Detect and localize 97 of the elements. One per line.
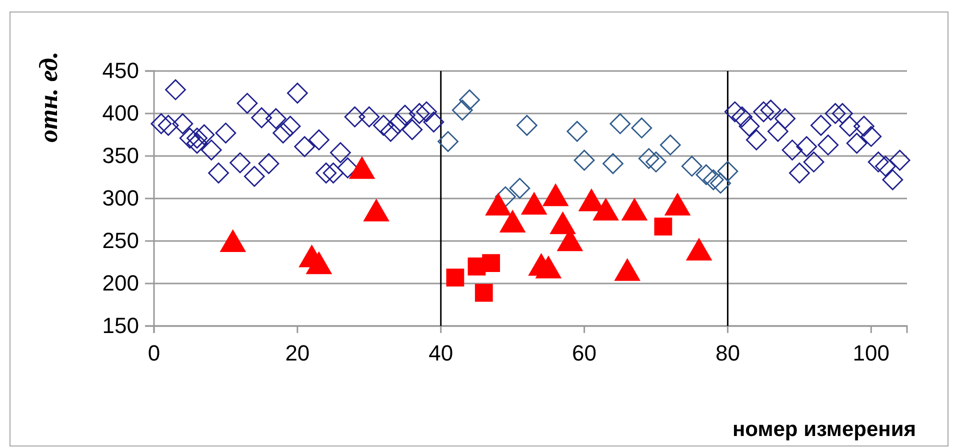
point	[868, 152, 889, 172]
point	[839, 116, 860, 137]
y-tick-label: 300	[102, 186, 139, 211]
point	[186, 128, 208, 149]
point	[344, 106, 366, 128]
point	[179, 128, 200, 149]
point	[452, 100, 473, 121]
point	[732, 106, 753, 128]
point	[194, 124, 215, 146]
point	[200, 140, 222, 160]
x-tick-label: 80	[715, 340, 740, 366]
point	[280, 116, 301, 137]
point	[767, 120, 788, 142]
point	[846, 132, 868, 154]
point	[889, 150, 910, 171]
x-axis-title: номер измерения	[732, 418, 916, 441]
point	[373, 114, 394, 136]
point	[724, 101, 746, 122]
point	[165, 79, 186, 100]
point	[186, 132, 208, 154]
point	[251, 107, 272, 128]
point	[818, 134, 839, 156]
point	[286, 82, 308, 104]
point	[459, 89, 480, 110]
point	[574, 150, 595, 171]
y-tick-label: 150	[102, 313, 139, 338]
point	[660, 134, 681, 156]
point	[509, 178, 530, 199]
point	[860, 126, 882, 147]
point	[738, 116, 760, 137]
point	[380, 120, 402, 142]
point	[646, 152, 666, 172]
point	[337, 157, 358, 178]
point	[308, 129, 330, 150]
point	[824, 103, 846, 124]
point	[408, 103, 430, 124]
point	[774, 108, 796, 130]
point	[294, 136, 316, 158]
point	[236, 92, 258, 114]
point	[717, 160, 738, 182]
point	[358, 106, 380, 128]
x-tick-label: 100	[852, 340, 890, 366]
point	[208, 162, 229, 184]
point	[782, 140, 803, 160]
point	[150, 113, 172, 134]
point	[854, 116, 874, 137]
point	[638, 148, 660, 169]
point	[882, 169, 904, 190]
point	[753, 101, 774, 122]
x-tick-label: 60	[572, 340, 597, 366]
point	[446, 268, 464, 286]
point	[654, 218, 672, 236]
y-tick-label: 200	[102, 270, 139, 296]
point	[474, 284, 493, 302]
point	[215, 122, 236, 144]
point	[696, 164, 717, 186]
y-tick-label: 450	[102, 58, 139, 84]
x-tick-label: 0	[148, 340, 160, 366]
point	[330, 142, 351, 164]
point	[746, 129, 767, 150]
point	[438, 131, 458, 152]
point	[803, 152, 824, 172]
point	[875, 156, 896, 177]
point	[244, 166, 265, 187]
point	[516, 114, 538, 136]
point	[810, 114, 832, 136]
y-tick-label: 250	[102, 228, 139, 254]
point	[402, 119, 423, 140]
point	[387, 113, 408, 134]
x-tick-label: 40	[428, 340, 454, 366]
point	[796, 136, 818, 158]
point	[482, 254, 500, 272]
point	[416, 101, 437, 122]
point	[172, 113, 194, 134]
point	[158, 114, 179, 136]
y-axis-title: отн. ед.	[34, 52, 63, 142]
point	[760, 100, 782, 121]
point	[258, 153, 280, 174]
point	[832, 103, 853, 124]
point	[394, 104, 416, 126]
point	[710, 172, 731, 194]
point	[566, 120, 588, 142]
y-tick-label: 400	[102, 100, 139, 126]
y-tick-label: 350	[102, 143, 139, 168]
point	[423, 112, 444, 132]
point	[702, 169, 724, 190]
point	[265, 108, 286, 130]
point	[316, 162, 337, 184]
point	[610, 113, 631, 134]
point	[322, 162, 344, 184]
point	[602, 153, 624, 174]
point	[788, 162, 810, 184]
point	[681, 156, 702, 177]
point	[272, 122, 294, 144]
x-tick-label: 20	[285, 340, 310, 366]
point	[230, 152, 251, 174]
point	[631, 118, 652, 138]
